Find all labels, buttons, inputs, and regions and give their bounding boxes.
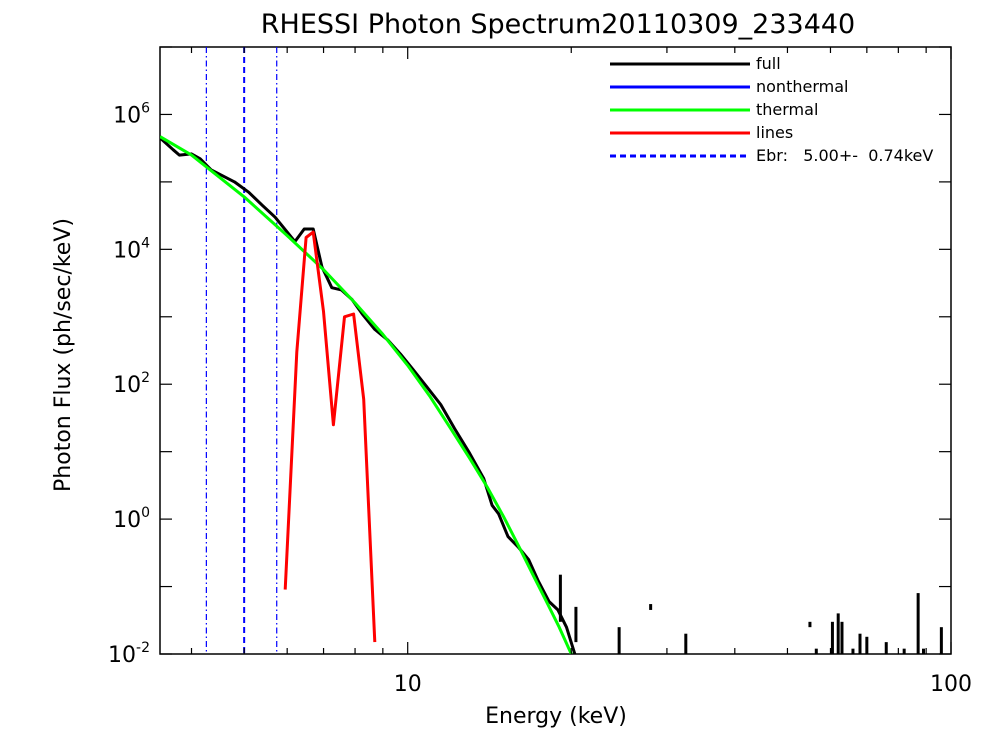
y-tick-label: 106: [113, 100, 150, 128]
series-line-lines: [283, 230, 377, 643]
legend-label: lines: [756, 123, 793, 142]
series-line-thermal: [160, 135, 573, 654]
y-tick-label: 100: [113, 505, 150, 533]
series-line-full: [160, 136, 577, 654]
x-axis-label: Energy (keV): [485, 704, 627, 729]
plot-area: [159, 46, 952, 655]
legend-label: thermal: [756, 100, 818, 119]
chart-title: RHESSI Photon Spectrum20110309_233440: [261, 9, 856, 40]
y-tick-label: 102: [113, 370, 150, 398]
axis-ticks: 10 100 10-2 100 102 104 106: [108, 46, 972, 697]
x-tick-label: 100: [930, 672, 972, 697]
legend: full nonthermal thermal lines Ebr: 5.00+- 0.…: [610, 54, 933, 165]
plot-content: [160, 47, 943, 654]
legend-label: Ebr: 5.00+- 0.74keV: [756, 146, 933, 165]
y-axis-label: Photon Flux (ph/sec/keV): [51, 218, 76, 492]
axes-frame: [159, 46, 952, 655]
x-tick-label: 10: [394, 672, 422, 697]
y-tick-label: 104: [113, 235, 150, 263]
legend-label: full: [756, 54, 781, 73]
y-tick-label: 10-2: [108, 640, 150, 668]
legend-label: nonthermal: [756, 77, 848, 96]
